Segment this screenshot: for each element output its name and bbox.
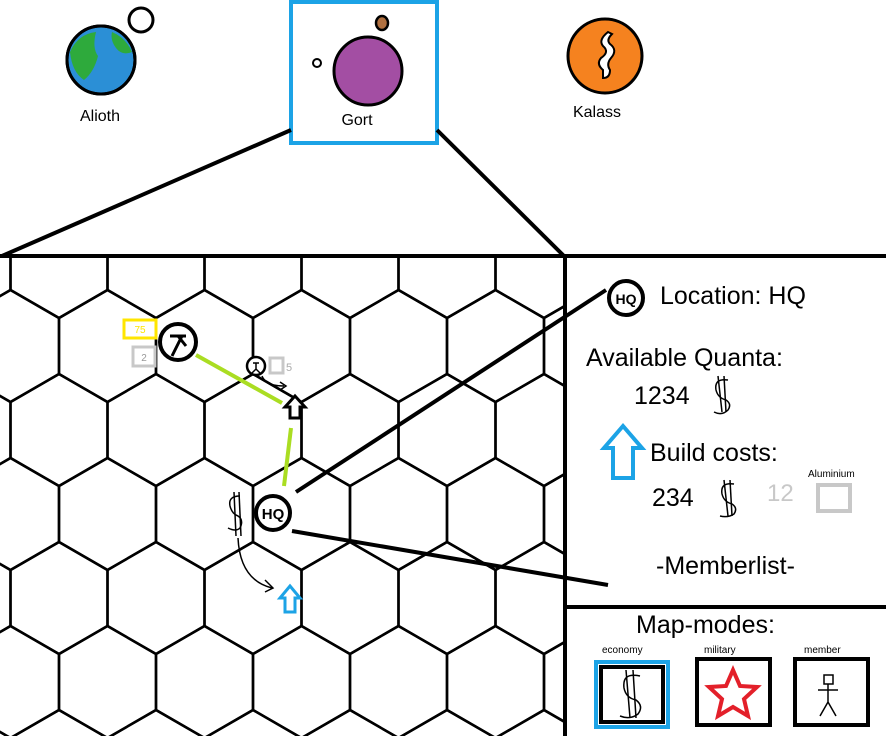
memberlist-button[interactable]: -Memberlist- [656, 552, 795, 580]
planet-label-alioth: Alioth [79, 108, 121, 125]
map-mode-economy-label: economy [602, 645, 643, 656]
flow-arrow [237, 537, 273, 589]
hex-tile[interactable] [59, 122, 156, 234]
aluminium-label: Aluminium [808, 469, 855, 480]
hq-marker-label: HQ [262, 506, 285, 523]
moon-icon [312, 58, 322, 68]
planet-alioth[interactable] [65, 6, 155, 96]
map-mode-military-label: military [704, 645, 736, 656]
map-modes-title: Map-modes: [636, 611, 775, 639]
available-quanta-value: 1234 [634, 382, 690, 410]
map-mode-military-button[interactable] [695, 657, 772, 727]
member-unit-marker[interactable]: 5 [245, 355, 292, 391]
hq-marker[interactable]: HQ [254, 494, 292, 532]
planet-kalass[interactable] [566, 17, 644, 95]
location-hq-icon-label: HQ [616, 291, 637, 307]
mine-badge: 75 2 [122, 318, 158, 368]
location-label: Location: HQ [660, 282, 806, 310]
hex-tile[interactable] [350, 122, 447, 234]
hex-tile[interactable] [542, 290, 641, 402]
map-mode-member-button[interactable] [793, 657, 870, 727]
hex-tile[interactable] [447, 122, 544, 234]
hex-tile[interactable] [544, 122, 641, 234]
hex-tile[interactable] [690, 374, 787, 486]
hex-tile[interactable] [641, 122, 738, 234]
map-mode-member-label: member [804, 645, 841, 656]
moon-icon [374, 14, 390, 32]
hex-tile[interactable] [542, 458, 641, 570]
star-icon [704, 665, 762, 721]
mine-badge-sub: 2 [141, 353, 147, 364]
quanta-icon [713, 375, 731, 415]
build-arrow-icon[interactable] [276, 583, 304, 614]
route-line [282, 427, 293, 487]
planet-label-kalass: Kalass [572, 104, 622, 121]
quanta-icon [619, 669, 642, 719]
quanta-icon [719, 479, 737, 518]
moon-icon [127, 6, 155, 34]
member-count: 5 [286, 362, 292, 374]
zoom-line-left [1, 128, 292, 258]
hex-tile[interactable] [0, 122, 59, 234]
memberlist-connector [291, 529, 609, 587]
quanta-icon [227, 491, 243, 537]
build-cost-quanta: 234 [652, 484, 694, 512]
hex-tile[interactable] [156, 122, 253, 234]
stick-figure-icon [818, 674, 838, 717]
hex-tile[interactable] [738, 122, 835, 234]
route-line [195, 353, 283, 405]
map-mode-economy-button[interactable] [594, 660, 670, 729]
mine-badge-value: 75 [134, 325, 146, 336]
hex-map[interactable] [0, 122, 835, 736]
zoom-line-right [435, 128, 566, 258]
hex-tile[interactable] [542, 626, 641, 736]
build-costs-label: Build costs: [650, 439, 778, 467]
aluminium-icon [816, 483, 852, 513]
hq-connector [294, 288, 608, 494]
location-hq-icon: HQ [607, 279, 645, 317]
planet-gort-selection-frame[interactable] [289, 0, 439, 145]
upgrade-arrow-icon[interactable] [281, 393, 309, 420]
available-quanta-label: Available Quanta: [586, 344, 783, 372]
planet-label-gort: Gort [341, 112, 373, 129]
mine-marker[interactable] [158, 322, 198, 362]
build-cost-aluminium: 12 [767, 480, 794, 507]
build-arrow-icon [599, 422, 647, 480]
